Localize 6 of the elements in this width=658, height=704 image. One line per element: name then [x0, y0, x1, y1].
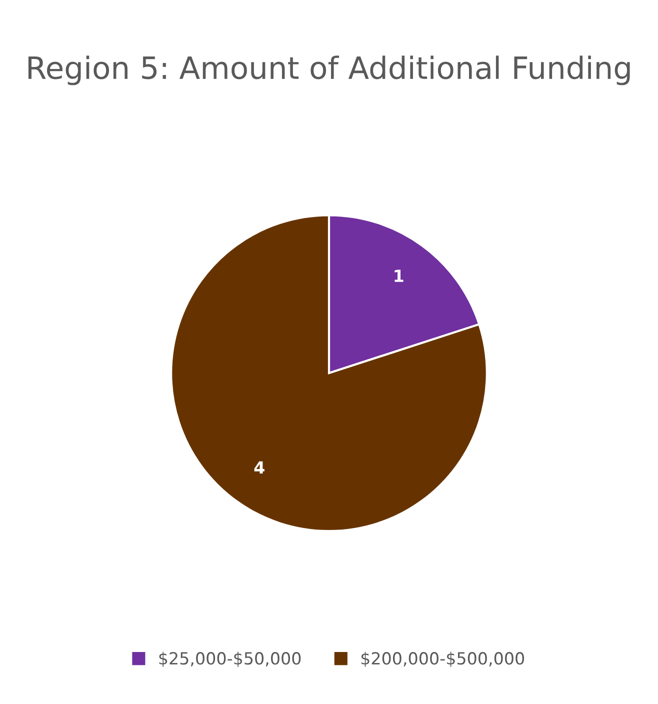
legend-label: $25,000-$50,000	[159, 652, 301, 667]
legend-label: $200,000-$500,000	[361, 652, 524, 667]
chart-title: Region 5: Amount of Additional Funding	[28, 56, 630, 86]
data-label: 4	[254, 461, 264, 474]
data-label: 1	[394, 270, 404, 282]
pie-slice	[170, 214, 488, 532]
